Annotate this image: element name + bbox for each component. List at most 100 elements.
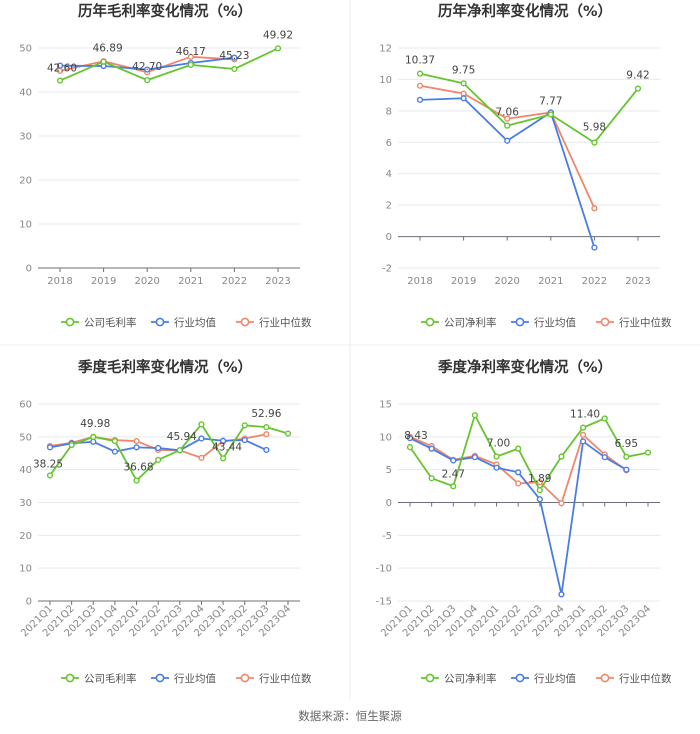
series-line-company (409, 414, 649, 491)
data-point-company (219, 455, 227, 462)
legend-marker (425, 317, 435, 327)
data-point-industry_avg (460, 95, 467, 102)
data-point-company (263, 424, 270, 431)
legend-marker (515, 673, 525, 683)
data-label: 46.17 (176, 46, 206, 58)
y-tick-label: 6 (386, 138, 392, 149)
data-point-industry_median (591, 205, 598, 212)
data-point-industry_avg (241, 437, 248, 444)
data-point-industry_avg (263, 446, 270, 454)
chart-title: 季度净利率变化情况（%） (438, 358, 612, 376)
data-point-company (579, 424, 587, 431)
chart-annual-gross-margin: 历年毛利率变化情况（%） 0 10 20 30 40 50 2018 2019 2020 2021 2… (19, 2, 312, 329)
legend-marker (240, 317, 250, 327)
y-tick-label: 12 (379, 44, 392, 55)
legend-label: 行业中位数 (619, 672, 672, 685)
chart-quarterly-gross-margin: 季度毛利率变化情况（%）01020304050602021Q12021Q2202… (19, 358, 312, 685)
series-line-company (49, 423, 289, 482)
data-point-company (133, 477, 140, 484)
legend-label: 公司毛利率 (84, 672, 137, 685)
data-point-company (406, 444, 414, 451)
legend-item-company: 公司净利率 (421, 672, 497, 685)
x-tick-label: 2019 (91, 276, 116, 287)
legend-marker (155, 673, 165, 683)
x-tick-label: 2023 (625, 276, 650, 287)
y-tick-label: 0 (26, 264, 32, 275)
data-label: 5.98 (583, 122, 606, 134)
data-point-industry_avg (46, 444, 54, 451)
x-tick-label: 2018 (47, 276, 72, 287)
y-tick-label: 50 (19, 44, 32, 55)
data-point-industry_avg (90, 438, 97, 445)
data-point-company (460, 80, 467, 87)
x-tick-label: 2019 (451, 276, 476, 287)
data-point-company (46, 472, 54, 479)
series-line-company (59, 47, 279, 82)
data-point-industry_avg (450, 457, 457, 464)
x-tick-label: 2020 (494, 276, 519, 287)
data-label: 46.89 (93, 43, 123, 55)
data-label: 10.37 (405, 55, 435, 67)
data-point-company (450, 483, 457, 490)
y-tick-label: -2 (382, 264, 392, 275)
legend-label: 公司净利率 (444, 672, 497, 685)
y-tick-label: -10 (376, 564, 392, 575)
data-point-company (241, 422, 248, 429)
x-tick-label: 2020 (134, 276, 159, 287)
y-tick-label: 40 (19, 88, 32, 99)
data-label: 1.89 (528, 473, 551, 485)
data-point-industry_avg (515, 469, 522, 476)
chart-title: 历年净利率变化情况（%） (438, 2, 612, 20)
y-tick-label: 0 (26, 597, 32, 608)
legend-label: 行业中位数 (259, 672, 312, 685)
data-point-industry_avg (406, 435, 414, 442)
data-point-company (601, 415, 608, 422)
y-tick-label: 60 (19, 400, 32, 411)
data-point-company (591, 139, 598, 146)
data-point-company (416, 70, 424, 77)
legend-item-company: 公司毛利率 (61, 672, 137, 685)
data-label: 2.47 (442, 468, 465, 480)
data-point-industry_avg (416, 96, 424, 103)
y-tick-label: 40 (19, 465, 32, 476)
data-point-industry_avg (558, 591, 565, 598)
x-tick-label: 2022 (222, 276, 247, 287)
legend-marker (240, 673, 250, 683)
data-point-company (56, 77, 64, 84)
data-label: 7.77 (539, 95, 562, 107)
legend-item-industry_median: 行业中位数 (236, 316, 312, 329)
data-point-company (231, 65, 238, 73)
data-point-industry_median (416, 82, 424, 89)
y-tick-label: 5 (386, 465, 392, 476)
data-point-company (428, 475, 435, 482)
legend-label: 行业中位数 (259, 316, 312, 329)
data-point-company (547, 111, 554, 118)
y-tick-label: 20 (19, 531, 32, 542)
x-tick-label: 2022 (582, 276, 607, 287)
legend-label: 行业中位数 (619, 316, 672, 329)
data-label: 9.42 (626, 70, 649, 82)
legend-label: 公司毛利率 (84, 316, 137, 329)
data-point-company (644, 449, 652, 456)
legend-item-industry_avg: 行业均值 (151, 316, 216, 329)
y-tick-label: -5 (382, 531, 392, 542)
data-point-company (100, 58, 107, 65)
data-point-industry_avg (231, 54, 238, 61)
data-label: 42.60 (47, 63, 77, 75)
legend-marker (155, 317, 165, 327)
legend-item-company: 公司毛利率 (61, 316, 137, 329)
y-tick-label: 30 (19, 132, 32, 143)
data-point-company (111, 438, 119, 445)
data-point-company (558, 453, 565, 460)
data-point-company (471, 412, 479, 419)
data-point-company (144, 77, 151, 84)
data-source-note: 数据来源：恒生聚源 (298, 709, 402, 723)
data-point-industry_median (536, 479, 543, 486)
y-tick-label: 10 (19, 220, 32, 231)
series-line-company (419, 72, 639, 144)
data-point-industry_avg (133, 444, 140, 451)
data-point-company (90, 433, 97, 440)
data-label: 45.94 (167, 431, 197, 443)
legend-item-industry_median: 行业中位数 (596, 316, 672, 329)
